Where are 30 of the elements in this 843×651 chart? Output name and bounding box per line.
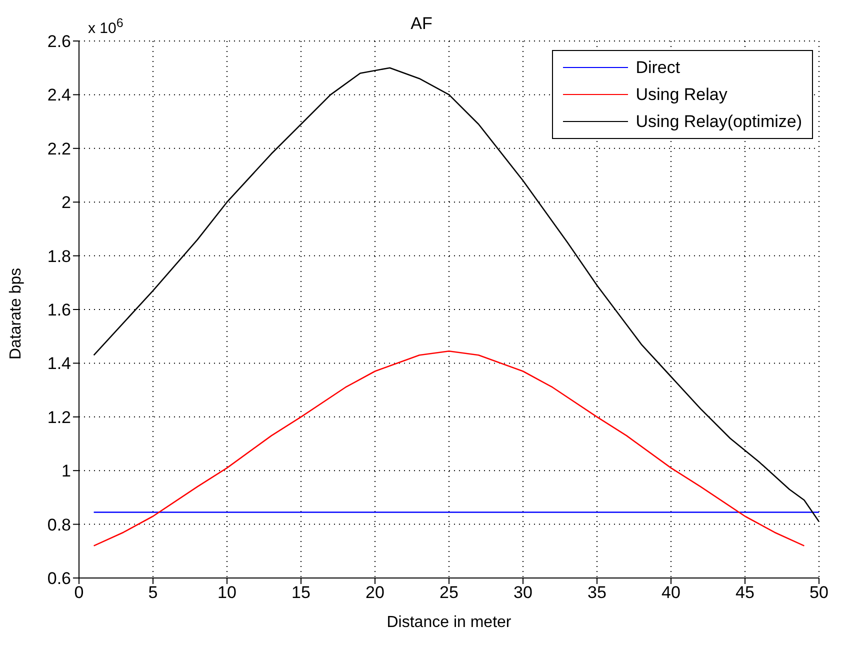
y-axis-title: Datarate bps <box>8 268 25 360</box>
x-tick-label: 25 <box>440 583 458 602</box>
x-tick-label: 5 <box>148 583 158 602</box>
x-axis-title: Distance in meter <box>386 614 512 631</box>
line-series <box>93 350 805 546</box>
x-tick-label: 0 <box>74 583 84 602</box>
y-tick-label: 1.6 <box>47 300 71 320</box>
y-tick-label: 2 <box>62 193 71 212</box>
y-tick-label: 0.6 <box>47 569 71 588</box>
x-tick-label: 30 <box>514 583 532 602</box>
legend-label: Using Relay <box>636 84 728 104</box>
y-tick-label: 1.2 <box>47 408 71 427</box>
x-tick-label: 40 <box>662 583 680 602</box>
y-tick-label: 1.8 <box>47 246 71 266</box>
chart-title: AF <box>410 14 432 33</box>
y-tick-label: 2.6 <box>47 32 71 52</box>
x-tick-label: 15 <box>292 583 310 602</box>
x-tick-label: 45 <box>736 583 754 602</box>
y-tick-label: 1.4 <box>47 354 71 374</box>
y-tick-label: 2.4 <box>47 86 71 105</box>
x-tick-label: 10 <box>218 583 236 602</box>
y-tick-label: 1 <box>62 462 71 481</box>
y-tick-label: 2.2 <box>47 139 71 158</box>
legend-label: Direct <box>636 58 680 78</box>
text: x 10$^{6}$ <box>88 16 124 37</box>
x-tick-label: 50 <box>810 583 828 602</box>
legend-label: Using Relay(optimize) <box>636 112 802 132</box>
x-tick-label: 35 <box>588 583 606 602</box>
y-tick-label: 0.8 <box>47 515 71 534</box>
x-tick-label: 20 <box>366 583 384 602</box>
